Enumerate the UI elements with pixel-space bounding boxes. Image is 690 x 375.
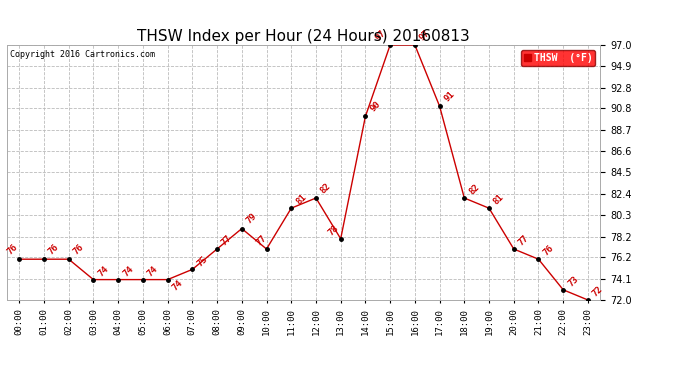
Text: 90: 90 — [368, 100, 382, 114]
Text: 76: 76 — [47, 243, 61, 256]
Text: 74: 74 — [146, 264, 159, 278]
Text: 77: 77 — [517, 234, 531, 248]
Text: 74: 74 — [121, 264, 135, 278]
Legend: THSW  (°F): THSW (°F) — [521, 50, 595, 66]
Text: 72: 72 — [591, 285, 604, 298]
Text: 97: 97 — [373, 28, 388, 42]
Text: 81: 81 — [294, 193, 308, 207]
Text: 74: 74 — [96, 264, 110, 278]
Text: 82: 82 — [467, 183, 481, 196]
Text: 74: 74 — [170, 278, 184, 292]
Text: 97: 97 — [417, 28, 432, 42]
Text: 76: 76 — [6, 243, 19, 256]
Text: 77: 77 — [220, 234, 234, 248]
Text: 82: 82 — [319, 181, 333, 195]
Text: 76: 76 — [72, 243, 86, 256]
Text: 76: 76 — [541, 244, 555, 258]
Text: 81: 81 — [492, 193, 506, 207]
Text: 91: 91 — [442, 90, 456, 104]
Title: THSW Index per Hour (24 Hours) 20160813: THSW Index per Hour (24 Hours) 20160813 — [137, 29, 470, 44]
Text: 75: 75 — [195, 254, 209, 268]
Text: 77: 77 — [254, 234, 268, 248]
Text: 79: 79 — [244, 212, 259, 226]
Text: 73: 73 — [566, 274, 580, 288]
Text: Copyright 2016 Cartronics.com: Copyright 2016 Cartronics.com — [10, 50, 155, 59]
Text: 78: 78 — [327, 224, 341, 237]
